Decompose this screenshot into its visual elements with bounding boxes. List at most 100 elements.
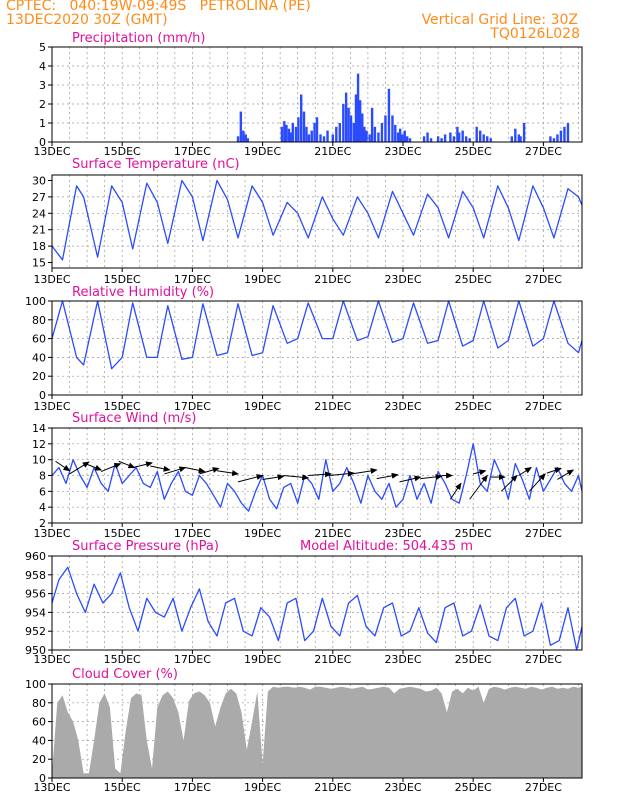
precip-bar [361,113,364,142]
humidity-ytick-label: 20 [32,370,46,383]
cloud-cover-frame [51,683,583,779]
cloud-cover-area [52,686,582,778]
temperature-xtick-label: 19DEC [244,273,281,286]
temperature-ytick-label: 18 [32,240,46,253]
pressure-xtick-label: 27DEC [525,653,562,666]
wind-arrow [85,463,103,471]
humidity-frame [51,300,583,396]
cloud-cover-xtick-label: 21DEC [314,781,351,794]
precip-bar [422,136,426,142]
precip-bar [291,123,294,142]
precipitation-ytick-label: 3 [39,79,46,92]
precip-bar [394,124,397,142]
precip-bar [510,136,514,142]
precip-bar [479,130,482,142]
wind-arrow [518,467,532,476]
temperature-ytick-label: 30 [32,174,46,187]
wind-arrow [420,473,443,480]
wind-arrow [557,469,575,480]
cloud-cover-ytick-label: 100 [25,678,46,691]
cloud-cover-ytick-label: 80 [32,697,46,710]
precip-bar [283,121,286,142]
precip-bar [489,138,492,142]
precipitation-xtick-label: 21DEC [314,145,351,158]
precip-bar [449,132,452,142]
precipitation-panel: 0 1 2 3 4 5 13DEC 15DEC 17DEC 19DEC 21DEC 23DEC 25DE… [33,31,583,158]
pressure-ytick-label: 954 [25,606,46,619]
humidity-xtick-label: 15DEC [104,400,141,413]
precip-bar [373,126,377,142]
precip-bar [307,134,311,142]
wind-xtick-label: 17DEC [174,527,211,540]
precipitation-frame [51,46,583,143]
temperature-xtick-label: 27DEC [525,273,562,286]
precip-bar [456,126,459,142]
humidity-xtick-label: 13DEC [33,400,70,413]
precip-bar [352,123,356,142]
cloud-cover-panel: 0 20 40 60 80 100 13DEC 15DEC 17DEC 19DEC 21DEC 23D… [25,667,583,794]
humidity-title: Relative Humidity (%) [72,285,214,300]
pressure-xtick-label: 23DEC [384,653,421,666]
precip-bar [519,136,522,142]
cloud-cover-xtick-label: 25DEC [455,781,492,794]
humidity-ytick-label: 80 [32,314,46,327]
humidity-xtick-label: 25DEC [455,400,492,413]
precip-bar [468,138,471,142]
wind-arrow [55,460,71,472]
cloud-cover-xtick-label: 13DEC [33,781,70,794]
wind-xtick-label: 27DEC [525,527,562,540]
humidity-panel: 0 20 40 60 80 100 13DEC 15DEC 17DEC 19DEC 21DEC 23D… [25,285,583,413]
temperature-line [51,179,583,261]
temperature-ytick-label: 21 [32,224,46,237]
precip-bar [391,115,394,142]
wind-arrow [528,473,546,492]
wind-ytick-label: 14 [32,422,46,435]
precip-bar [349,115,353,142]
wind-xtick-label: 23DEC [384,527,421,540]
pressure-xtick-label: 17DEC [174,653,211,666]
precip-bar [522,123,526,142]
pressure-ytick-label: 960 [25,550,46,563]
humidity-xtick-label: 27DEC [525,400,562,413]
precip-bar [363,126,366,142]
precipitation-ytick-label: 0 [39,136,46,149]
precip-bar [436,136,440,142]
temperature-panel: 15 18 21 24 27 30 13DEC 15DEC 17DEC 19DEC 21DEC 23D… [32,157,583,286]
precip-bar [464,136,468,142]
precip-bar [461,130,464,142]
temperature-ytick-label: 15 [32,257,46,270]
temperature-xtick-label: 13DEC [33,273,70,286]
precip-bar [384,115,387,142]
precip-bar [236,136,240,142]
humidity-ytick-label: 60 [32,333,46,346]
pressure-xtick-label: 21DEC [314,653,351,666]
humidity-xtick-label: 17DEC [174,400,211,413]
wind-ytick-label: 10 [32,454,46,467]
wind-panel: 2 4 6 8 10 12 14 13DEC 15DEC 17DEC 19DEC 21DEC 23DEC… [32,411,583,540]
precip-bar [338,123,342,142]
wind-arrow [399,475,422,483]
wind-ytick-label: 12 [32,438,46,451]
precip-bar [396,132,400,142]
header-date-line: 13DEC2020 30Z (GMT) [6,12,168,28]
temperature-ytick-label: 27 [32,191,46,204]
precip-bar [368,134,371,142]
wind-arrow [185,467,206,474]
precip-bar [429,138,433,142]
precip-bar [401,134,404,142]
precip-bar [287,128,291,142]
precip-bar [549,136,552,142]
precip-bar [486,136,489,142]
pressure-title: Surface Pressure (hPa) [72,539,219,554]
cloud-cover-ytick-label: 40 [32,734,46,747]
precipitation-ytick-label: 2 [39,98,46,111]
precip-bar [246,138,250,142]
wind-arrow [132,461,154,469]
temperature-ytick-label: 24 [32,207,46,220]
precip-bar [377,132,380,142]
wind-arrow [329,470,355,477]
temperature-xtick-label: 23DEC [384,273,421,286]
precip-bar [289,132,292,142]
precipitation-xtick-label: 23DEC [384,145,421,158]
cloud-cover-ytick-label: 60 [32,716,46,729]
